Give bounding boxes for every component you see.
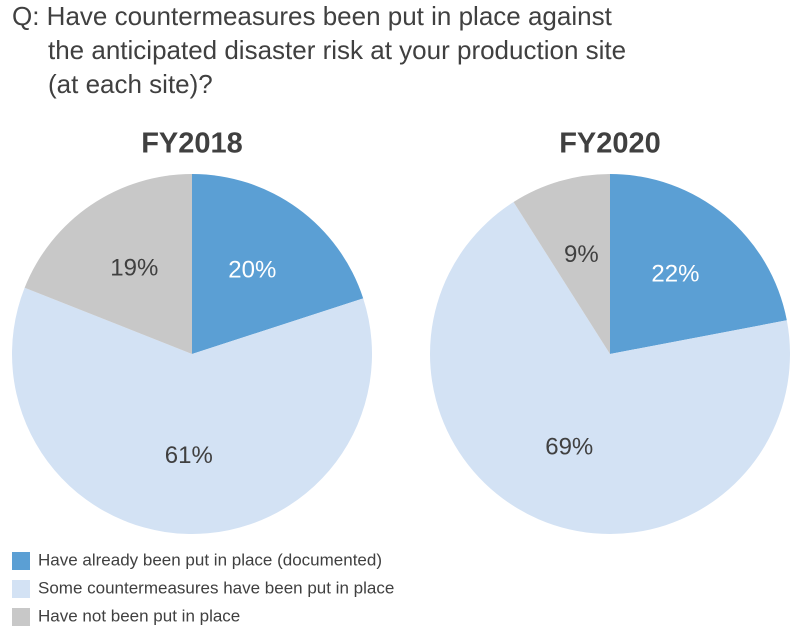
pie-slice [430,202,790,534]
legend-label: Have already been put in place (document… [38,550,382,569]
value-label: 22% [651,260,699,287]
question-line: Q: Have countermeasures been put in plac… [12,1,613,31]
legend-label: Some countermeasures have been put in pl… [38,578,394,597]
value-label: 61% [165,442,213,469]
question-line: the anticipated disaster risk at your pr… [48,35,626,65]
value-label: 20% [228,256,276,283]
pie-slice [24,174,193,354]
pie-slice [610,174,787,354]
pie-slice [192,174,364,354]
question-line: (at each site)? [48,69,213,99]
value-label: 69% [545,434,593,461]
legend-label: Have not been put in place [38,606,240,625]
legend-swatch [12,608,30,626]
legend-swatch [12,580,30,598]
value-label: 9% [564,241,599,268]
pie-slice [11,287,372,534]
pie-title: FY2020 [559,128,661,160]
pie-slice [513,174,610,354]
pie-title: FY2018 [141,128,243,160]
value-label: 19% [110,254,158,281]
legend-swatch [12,552,30,570]
